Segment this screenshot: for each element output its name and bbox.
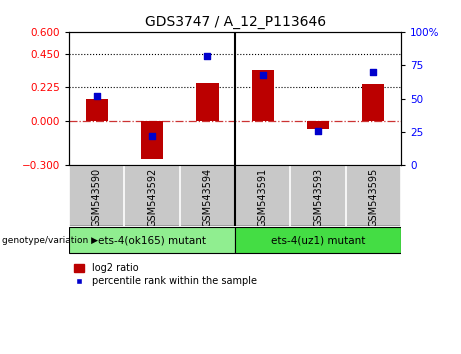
Bar <box>362 85 384 121</box>
Bar <box>196 83 219 121</box>
Bar <box>86 98 108 121</box>
Point <box>259 72 266 78</box>
Legend: log2 ratio, percentile rank within the sample: log2 ratio, percentile rank within the s… <box>74 263 256 286</box>
Point <box>370 69 377 75</box>
Text: genotype/variation ▶: genotype/variation ▶ <box>2 236 98 245</box>
Bar <box>235 227 401 253</box>
Bar <box>252 70 274 121</box>
Text: ets-4(ok165) mutant: ets-4(ok165) mutant <box>98 235 206 245</box>
Point <box>148 133 156 139</box>
Title: GDS3747 / A_12_P113646: GDS3747 / A_12_P113646 <box>145 16 325 29</box>
Text: GSM543594: GSM543594 <box>202 168 213 227</box>
Text: GSM543590: GSM543590 <box>92 168 102 227</box>
Bar <box>307 121 329 129</box>
Text: GSM543591: GSM543591 <box>258 168 268 227</box>
Bar <box>141 121 163 159</box>
Text: ets-4(uz1) mutant: ets-4(uz1) mutant <box>271 235 365 245</box>
Text: GSM543595: GSM543595 <box>368 168 378 228</box>
Point <box>204 53 211 59</box>
Point <box>93 93 100 99</box>
Text: GSM543592: GSM543592 <box>147 168 157 228</box>
Text: GSM543593: GSM543593 <box>313 168 323 227</box>
Bar <box>69 227 235 253</box>
Point <box>314 128 322 133</box>
